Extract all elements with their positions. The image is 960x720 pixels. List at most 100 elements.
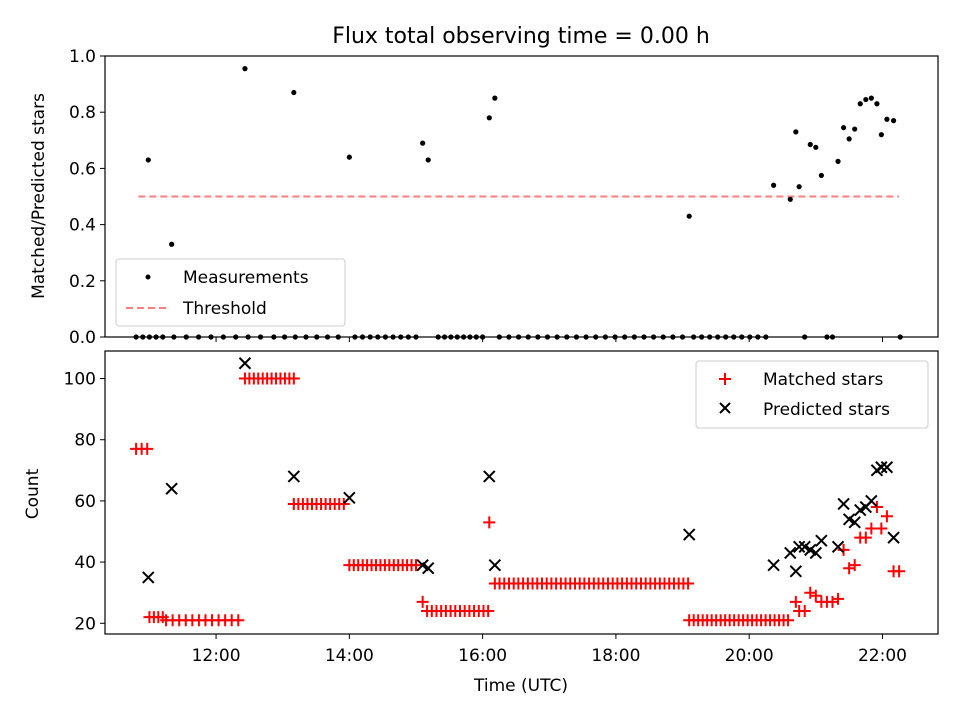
predicted-star-point — [815, 534, 828, 547]
matched-star-point — [287, 372, 300, 385]
measurement-point — [787, 196, 793, 202]
predicted-star-point — [831, 540, 845, 554]
measurement-point — [878, 132, 884, 138]
measurement-point — [857, 101, 863, 107]
predicted-star-point — [421, 562, 435, 575]
measurement-point — [291, 89, 297, 96]
measurement-point — [840, 125, 847, 131]
matched-star-point — [337, 497, 350, 510]
legend-threshold-label: Threshold — [182, 299, 267, 319]
matched-star-point — [409, 559, 422, 572]
measurement-point — [686, 213, 692, 219]
measurement-point — [874, 101, 880, 107]
top-legend-box — [115, 258, 346, 327]
matched-star-point — [798, 605, 811, 618]
measurement-point — [793, 129, 799, 135]
predicted-star-point — [343, 491, 356, 505]
predicted-star-point — [287, 470, 301, 483]
predicted-star-point — [238, 357, 252, 370]
predicted-star-point — [887, 531, 900, 544]
measurement-point — [492, 95, 498, 101]
bottom-axes-frame — [104, 350, 939, 635]
measurement-point — [852, 126, 858, 132]
predicted-star-point — [880, 461, 894, 474]
top-y-tick-label: 0.4 — [69, 216, 96, 236]
measurement-point — [771, 182, 777, 188]
bottom-panel: 20 40 60 80 100 12:00 14:00 16:00 18:00 20:00 22:0… — [23, 350, 939, 696]
predicted-star-point — [683, 528, 696, 541]
predicted-star-point — [784, 546, 797, 560]
x-tick-label: 12:00 — [192, 646, 241, 666]
measurement-point — [813, 144, 819, 150]
matched-star-point — [843, 562, 856, 575]
measurement-point — [868, 95, 874, 101]
top-y-tick-label: 1.0 — [69, 47, 96, 67]
predicted-star-point — [142, 571, 155, 584]
matched-star-point — [832, 592, 845, 605]
top-axes-frame — [104, 55, 939, 338]
predicted-star-point — [848, 516, 861, 529]
bottom-legend: Matched stars Predicted stars — [695, 360, 929, 429]
top-panel: 0.0 0.2 0.4 0.6 0.8 1.0 Matched/Predicted sta… — [29, 47, 939, 348]
matched-star-point — [893, 565, 906, 578]
matched-star-point — [232, 614, 245, 627]
x-tick-label: 16:00 — [458, 646, 507, 666]
measurement-point — [863, 96, 869, 103]
matched-star-point — [826, 595, 839, 608]
top-y-axis-label: Matched/Predicted stars — [29, 93, 49, 299]
measurement-point — [890, 118, 897, 124]
bottom-y-tick-label: 80 — [74, 431, 96, 451]
legend-predicted-marker — [719, 402, 731, 414]
matched-star-point — [809, 589, 822, 602]
chart-title: Flux total observing time = 0.00 h — [332, 24, 710, 49]
matched-star-point — [782, 614, 795, 627]
legend-matched-marker — [719, 373, 731, 385]
top-legend: Measurements Threshold — [115, 258, 346, 327]
predicted-star-point — [488, 558, 502, 572]
measurement-point — [486, 115, 492, 121]
top-y-tick-label: 0.2 — [69, 272, 96, 292]
matched-star-point — [682, 577, 695, 590]
measurement-point — [818, 172, 824, 179]
matched-star-point — [789, 595, 802, 608]
predicted-star-point — [165, 482, 178, 495]
legend-predicted-label: Predicted stars — [763, 400, 890, 420]
matched-star-point — [870, 501, 883, 514]
predicted-star-point — [837, 497, 850, 511]
legend-measurements-marker — [145, 274, 151, 280]
measurement-point — [835, 158, 841, 164]
bottom-y-tick-label: 60 — [74, 492, 96, 512]
matched-star-point — [483, 516, 496, 529]
x-axis-label: Time (UTC) — [473, 676, 568, 696]
predicted-star-point — [792, 540, 806, 554]
measurement-point — [846, 136, 852, 142]
bottom-y-tick-label: 40 — [74, 553, 96, 573]
matched-star-point — [416, 595, 429, 608]
x-tick-label: 14:00 — [325, 646, 374, 666]
x-tick-label: 18:00 — [591, 646, 640, 666]
matched-star-point — [880, 510, 893, 523]
legend-matched-label: Matched stars — [763, 370, 883, 390]
top-y-tick-label: 0.0 — [69, 328, 96, 348]
predicted-star-point — [789, 565, 803, 578]
matched-star-point — [848, 559, 861, 572]
predicted-star-point — [865, 494, 878, 508]
predicted-star-point — [483, 470, 496, 483]
matched-star-point — [804, 586, 817, 599]
bottom-y-axis-label: Count — [23, 468, 43, 519]
x-tick-label: 20:00 — [725, 646, 774, 666]
x-tick-label: 22:00 — [858, 646, 907, 666]
measurement-point — [145, 157, 151, 163]
matched-star-point — [482, 605, 495, 618]
measurement-point — [796, 184, 802, 190]
bottom-legend-box — [695, 360, 929, 429]
measurement-point — [346, 154, 352, 160]
matched-star-point — [141, 442, 154, 455]
bottom-y-tick-label: 100 — [64, 370, 96, 390]
top-y-tick-label: 0.6 — [69, 159, 96, 179]
measurement-point — [420, 140, 426, 146]
matched-star-point — [859, 531, 872, 544]
measurement-point — [242, 66, 248, 72]
measurement-point — [807, 141, 813, 148]
